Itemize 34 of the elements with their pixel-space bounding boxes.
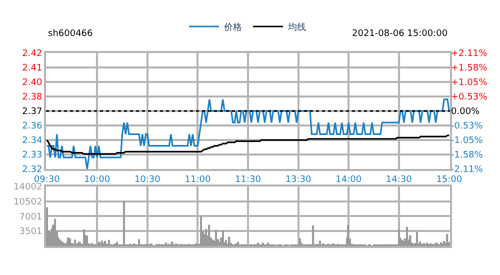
- y2-tick-label: -2.11%: [451, 165, 484, 176]
- text: 2021-08-06 15:00:00: [352, 29, 448, 39]
- x-tick-label: 13:30: [285, 174, 312, 185]
- y-tick-label: 2.34: [22, 136, 42, 146]
- legend-label: 价格: [223, 22, 242, 34]
- x-tick-label: 10:00: [84, 174, 110, 185]
- y-tick-label: 2.41: [22, 64, 42, 74]
- y-tick-label: 2.36: [22, 122, 42, 132]
- y-tick-label: 2.38: [22, 92, 42, 103]
- y-tick-label: 3501: [19, 227, 42, 238]
- y-tick-label: 2.32: [22, 165, 42, 176]
- y2-tick-label: +2.11%: [451, 49, 488, 60]
- x-tick-label: 14:30: [386, 174, 412, 185]
- y-tick-label: 10502: [14, 197, 42, 208]
- y2-tick-label: +1.58%: [451, 64, 488, 74]
- chart-title: sh600466: [48, 29, 94, 39]
- x-tick-label: 11:00: [184, 174, 211, 185]
- y2-tick-label: +0.53%: [451, 92, 488, 103]
- y-tick-label: 2.40: [22, 78, 42, 88]
- y-tick-label: 2.37: [22, 107, 42, 118]
- x-tick-label: 10:30: [134, 174, 161, 185]
- y2-tick-label: -0.53%: [451, 122, 484, 132]
- x-tick-label: 15:00: [436, 174, 462, 185]
- y2-tick-label: -1.58%: [451, 150, 484, 161]
- y-tick-label: 14002: [14, 182, 42, 193]
- x-tick-label: 11:30: [235, 174, 262, 185]
- y2-tick-label: 0.00%: [451, 107, 480, 118]
- x-tick-label: 14:00: [336, 174, 362, 185]
- y-tick-label: 7001: [19, 212, 42, 222]
- y2-tick-label: +1.05%: [451, 78, 488, 88]
- y-tick-label: 2.42: [22, 49, 42, 60]
- y-tick-label: 2.33: [22, 150, 42, 161]
- legend-label: 均线: [287, 22, 306, 34]
- y2-tick-label: -1.05%: [451, 136, 484, 146]
